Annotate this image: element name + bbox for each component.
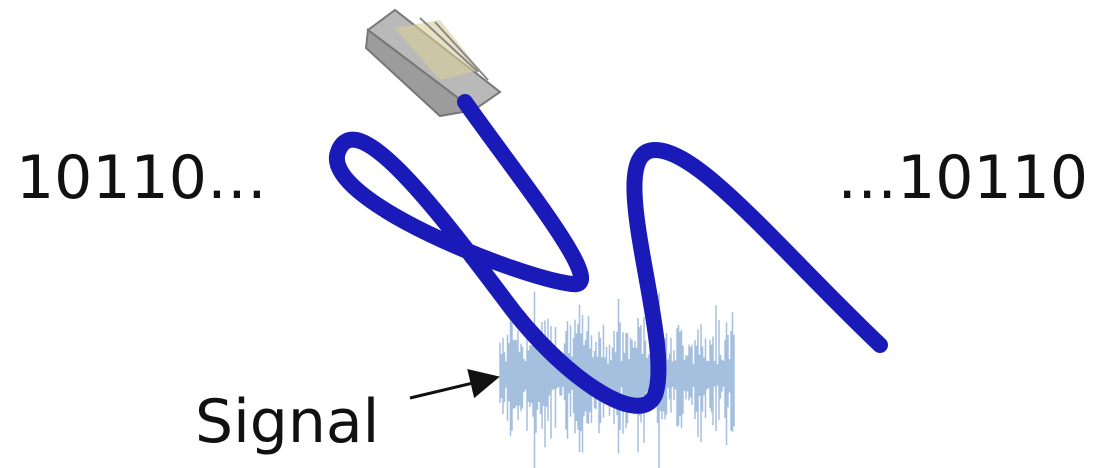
left-bits: 10110… — [16, 143, 267, 213]
waveform-trace — [500, 292, 734, 468]
connector — [366, 10, 500, 116]
signal-arrow — [410, 378, 494, 398]
signal-label: Signal — [195, 387, 379, 457]
signal-waveform — [500, 292, 734, 468]
diagram: 10110… …10110 Signal — [0, 0, 1111, 468]
right-bits: …10110 — [837, 143, 1088, 213]
cable — [337, 102, 880, 406]
